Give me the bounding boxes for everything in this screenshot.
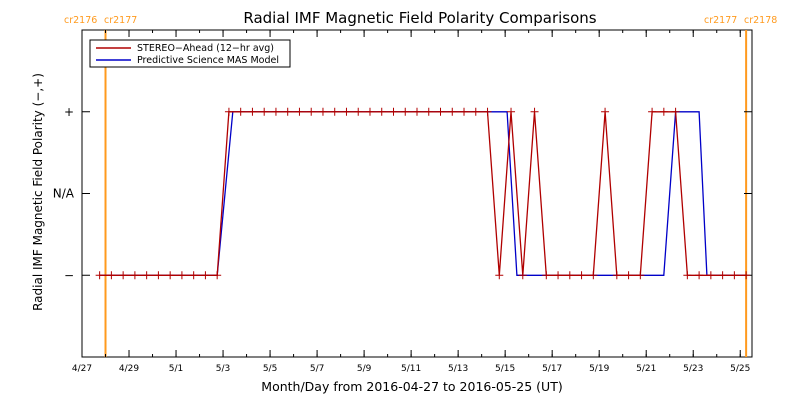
x-tick-label: 4/29 xyxy=(119,364,139,374)
legend-label-mas: Predictive Science MAS Model xyxy=(137,55,279,66)
stereo-data-point xyxy=(671,107,680,116)
x-tick-label: 5/9 xyxy=(357,364,372,374)
plot-frame xyxy=(81,29,753,358)
stereo-data-point xyxy=(495,271,504,280)
stereo-data-point xyxy=(177,271,186,280)
stereo-data-point xyxy=(471,107,480,116)
x-tick-label: 5/11 xyxy=(401,364,421,374)
cr-right-label-1: cr2177 xyxy=(104,15,137,26)
stereo-data-point xyxy=(318,107,327,116)
stereo-data-point xyxy=(554,271,563,280)
stereo-data-point xyxy=(95,271,104,280)
x-tick-label: 5/17 xyxy=(542,364,562,374)
stereo-data-point xyxy=(342,107,351,116)
stereo-data-point xyxy=(589,271,598,280)
y-tick-label: + xyxy=(64,105,74,119)
series-line-stereo xyxy=(99,111,747,276)
x-tick-label: 5/15 xyxy=(495,364,515,374)
stereo-data-point xyxy=(448,107,457,116)
stereo-data-point xyxy=(530,107,539,116)
stereo-data-point xyxy=(507,107,516,116)
cr-right-label-2: cr2178 xyxy=(744,15,777,26)
x-tick-label: 5/3 xyxy=(216,364,230,374)
stereo-data-point xyxy=(636,271,645,280)
stereo-data-point xyxy=(213,271,222,280)
stereo-data-point xyxy=(236,107,245,116)
stereo-data-point xyxy=(742,271,751,280)
stereo-data-point xyxy=(389,107,398,116)
stereo-data-point xyxy=(365,107,374,116)
y-axis-label: Radial IMF Magnetic Field Polarity (−,+) xyxy=(31,73,45,311)
stereo-data-point xyxy=(154,271,163,280)
x-tick-label: 5/25 xyxy=(730,364,750,374)
legend: STEREO−Ahead (12−hr avg) Predictive Scie… xyxy=(89,39,291,68)
stereo-data-point xyxy=(542,271,551,280)
stereo-data-point xyxy=(130,271,139,280)
stereo-data-point xyxy=(248,107,257,116)
stereo-data-point xyxy=(648,107,657,116)
stereo-data-point xyxy=(201,271,210,280)
stereo-data-point xyxy=(295,107,304,116)
x-tick-label: 5/23 xyxy=(683,364,703,374)
chart-title: Radial IMF Magnetic Field Polarity Compa… xyxy=(243,9,596,27)
stereo-data-point xyxy=(436,107,445,116)
x-tick-label: 5/21 xyxy=(636,364,656,374)
stereo-data-point xyxy=(166,271,175,280)
stereo-data-point xyxy=(483,107,492,116)
y-tick-label: N/A xyxy=(53,187,75,201)
legend-label-stereo: STEREO−Ahead (12−hr avg) xyxy=(137,43,274,54)
stereo-data-point xyxy=(377,107,386,116)
stereo-data-point xyxy=(224,107,233,116)
cr-left-label-1: cr2176 xyxy=(64,15,97,26)
x-axis-label: Month/Day from 2016-04-27 to 2016-05-25 … xyxy=(261,379,562,394)
stereo-data-point xyxy=(307,107,316,116)
stereo-data-point xyxy=(577,271,586,280)
legend-box xyxy=(89,39,291,68)
stereo-data-point xyxy=(518,271,527,280)
x-tick-label: 5/5 xyxy=(263,364,277,374)
stereo-data-point xyxy=(683,271,692,280)
x-tick-label: 5/13 xyxy=(448,364,468,374)
x-tick-label: 5/19 xyxy=(589,364,609,374)
stereo-data-point xyxy=(354,107,363,116)
stereo-data-point xyxy=(706,271,715,280)
stereo-data-point xyxy=(695,271,704,280)
stereo-data-point xyxy=(119,271,128,280)
stereo-data-point xyxy=(460,107,469,116)
stereo-data-point xyxy=(107,271,116,280)
x-tick-label: 4/27 xyxy=(72,364,92,374)
stereo-data-point xyxy=(601,107,610,116)
stereo-data-point xyxy=(624,271,633,280)
stereo-data-point xyxy=(612,271,621,280)
stereo-data-point xyxy=(424,107,433,116)
stereo-data-point xyxy=(401,107,410,116)
stereo-data-point xyxy=(271,107,280,116)
cr-left-label-2: cr2177 xyxy=(704,15,737,26)
stereo-data-point xyxy=(730,271,739,280)
x-tick-label: 5/1 xyxy=(169,364,183,374)
stereo-data-point xyxy=(659,107,668,116)
y-tick-label: − xyxy=(64,268,74,282)
stereo-data-point xyxy=(718,271,727,280)
stereo-data-point xyxy=(260,107,269,116)
stereo-data-point xyxy=(330,107,339,116)
stereo-data-point xyxy=(142,271,151,280)
stereo-data-point xyxy=(283,107,292,116)
stereo-data-point xyxy=(189,271,198,280)
stereo-data-point xyxy=(565,271,574,280)
series-line-mas xyxy=(99,111,747,276)
stereo-data-point xyxy=(413,107,421,116)
x-tick-label: 5/7 xyxy=(310,364,324,374)
